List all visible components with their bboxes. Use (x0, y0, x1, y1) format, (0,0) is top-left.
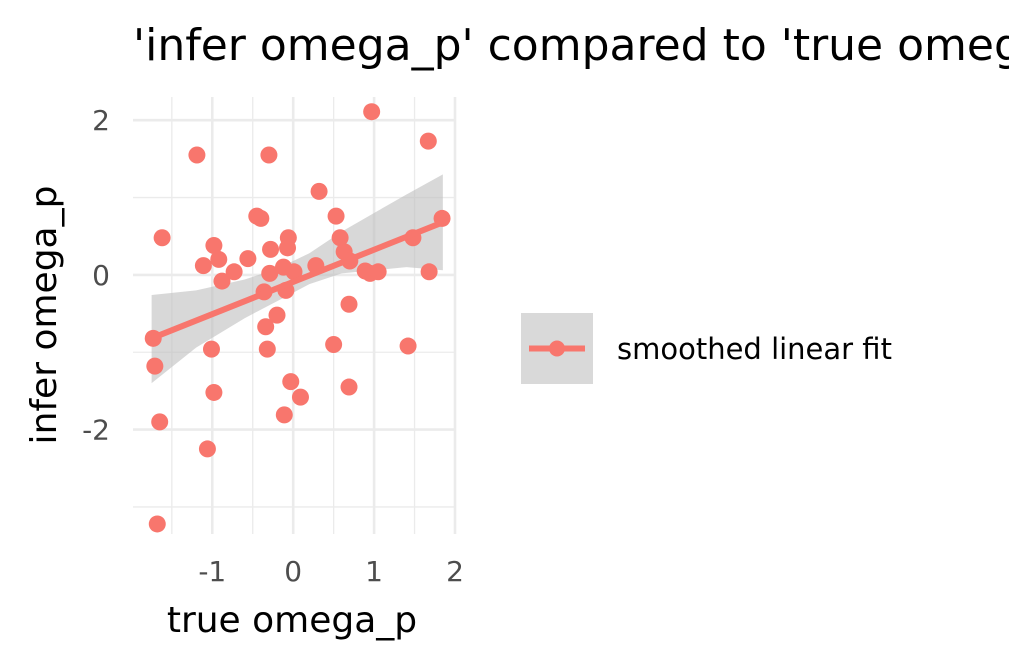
data-point (205, 237, 223, 255)
tick-labels: -1 0 1 2 -2 0 2 (82, 104, 464, 588)
legend-label: smoothed linear fit (617, 332, 892, 366)
data-point (340, 378, 358, 396)
data-point (194, 257, 212, 275)
data-point (146, 357, 164, 375)
data-point (331, 229, 349, 247)
chart-title: 'infer omega_p' compared to 'true omega_… (133, 20, 1009, 71)
data-point (239, 250, 257, 268)
data-point (205, 383, 223, 401)
data-point (148, 515, 166, 533)
data-point (261, 264, 279, 282)
data-point (202, 340, 220, 358)
data-point (260, 146, 278, 164)
data-point (363, 103, 381, 121)
data-point (198, 440, 216, 458)
data-point (340, 295, 358, 313)
data-point (285, 263, 303, 281)
data-point (151, 413, 169, 431)
fit-line-layer (150, 219, 444, 342)
data-point (252, 209, 270, 227)
y-tick-label: -2 (82, 414, 110, 447)
legend: smoothed linear fit (521, 313, 892, 384)
data-point (213, 272, 231, 290)
data-point (369, 263, 387, 281)
data-point (188, 146, 206, 164)
data-point (153, 229, 171, 247)
y-axis-title: infer omega_p (24, 186, 65, 445)
data-point (291, 388, 309, 406)
data-point (275, 406, 293, 424)
data-point (282, 373, 300, 391)
x-axis-title: true omega_p (167, 600, 417, 641)
data-point (210, 250, 228, 268)
fit-line (150, 219, 444, 342)
data-point (268, 306, 286, 324)
x-tick-label: 0 (284, 555, 302, 588)
data-point (279, 229, 297, 247)
data-point (258, 340, 276, 358)
data-point (262, 240, 280, 258)
y-tick-label: 0 (92, 259, 110, 292)
data-point (325, 336, 343, 354)
x-tick-label: 2 (446, 555, 464, 588)
y-tick-label: 2 (92, 104, 110, 137)
data-point (225, 263, 243, 281)
x-tick-label: 1 (365, 555, 383, 588)
data-point (257, 318, 275, 336)
data-point (310, 182, 328, 200)
data-point (327, 207, 345, 225)
x-tick-label: -1 (198, 555, 226, 588)
grid-lines (133, 97, 457, 534)
data-point (419, 132, 437, 150)
data-point (399, 337, 417, 355)
legend-key-point (549, 340, 565, 357)
data-point (420, 263, 438, 281)
